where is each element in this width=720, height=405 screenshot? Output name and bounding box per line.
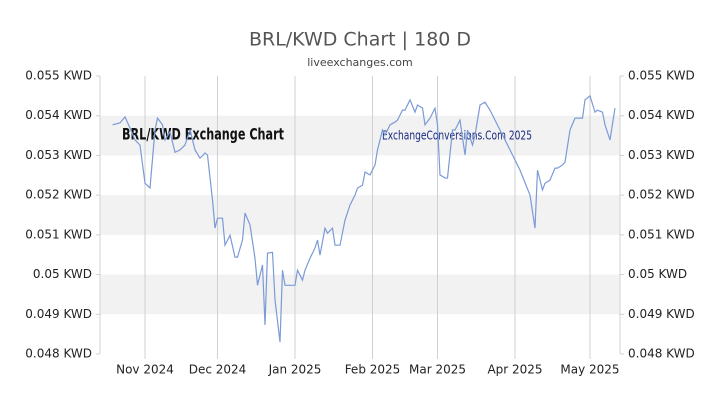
y-tick-label: 0.054 KWD [25,108,92,122]
y-tick-label: 0.05 KWD [33,267,92,281]
x-tick-label: May 2025 [560,363,619,377]
chart-title: BRL/KWD Chart | 180 D [249,29,471,51]
y2-tick-label: 0.049 KWD [628,307,695,321]
y2-tick-label: 0.055 KWD [628,69,695,83]
y2-tick-label: 0.048 KWD [628,347,695,361]
y2-tick-label: 0.054 KWD [628,108,695,122]
x-tick-label: Apr 2025 [487,363,542,377]
y2-tick-label: 0.052 KWD [628,188,695,202]
y-tick-label: 0.053 KWD [25,148,92,162]
x-tick-label: Feb 2025 [345,363,401,377]
line-series [112,94,616,343]
x-tick-label: Mar 2025 [409,363,466,377]
x-tick-label: Dec 2024 [189,363,247,377]
grid-band [100,274,620,315]
grid-band [100,115,620,156]
x-tick-label: Nov 2024 [116,363,174,377]
chart-subtitle: liveexchanges.com [307,56,412,69]
y-tick-label: 0.048 KWD [25,347,92,361]
annotation: BRL/KWD Exchange Chart [122,125,284,144]
x-tick-label: Jan 2025 [268,363,322,377]
y2-tick-label: 0.05 KWD [628,267,687,281]
grid-band [100,195,620,235]
y2-tick-label: 0.053 KWD [628,148,695,162]
y-tick-label: 0.052 KWD [25,188,92,202]
y-tick-label: 0.051 KWD [25,227,92,241]
y2-tick-label: 0.051 KWD [628,227,695,241]
y-tick-label: 0.049 KWD [25,307,92,321]
annotation: ExchangeConversions.Com 2025 [382,129,532,143]
y-tick-label: 0.055 KWD [25,69,92,83]
